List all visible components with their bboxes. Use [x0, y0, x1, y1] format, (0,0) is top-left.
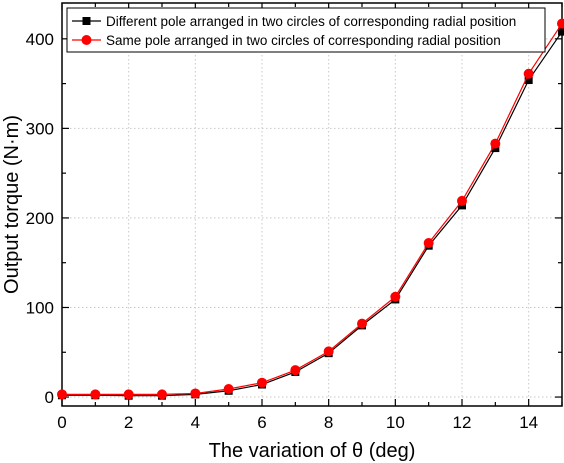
legend-marker-square [82, 17, 91, 25]
data-point-square [524, 76, 533, 85]
axes [61, 2, 563, 407]
legend-marker-circle [81, 35, 92, 45]
data-point-circle [390, 291, 401, 302]
x-tick-label: 2 [124, 413, 133, 432]
plot-frame [61, 2, 563, 407]
x-tick-label: 8 [324, 413, 333, 432]
x-tick-label: 10 [386, 413, 405, 432]
tick-labels: 0 2 4 6 8 10 12 14 0 100 200 300 400 [26, 30, 539, 432]
data-point-circle [457, 195, 467, 206]
grid-lines [61, 3, 562, 406]
data-point-circle [557, 18, 564, 29]
data-point-circle [357, 318, 367, 329]
data-point-circle [123, 389, 134, 400]
data-point-circle [223, 383, 234, 394]
legend-label: Same pole arranged in two circles of cor… [106, 33, 501, 48]
y-axis-label: Output torque (N·m) [1, 115, 23, 294]
data-series [57, 18, 564, 400]
x-tick-label: 6 [257, 413, 266, 432]
legend-label: Different pole arranged in two circles o… [106, 14, 516, 29]
data-point-circle [90, 389, 101, 400]
data-point-circle [323, 346, 334, 357]
data-point-circle [257, 377, 267, 388]
y-tick-label: 200 [26, 209, 54, 228]
data-point-circle [423, 238, 434, 249]
data-point-circle [57, 389, 67, 400]
legend: Different pole arranged in two circles o… [66, 7, 546, 53]
y-tick-label: 100 [26, 298, 54, 317]
x-axis-label: The variation of θ (deg) [209, 440, 416, 462]
series-line-2 [62, 23, 563, 395]
x-tick-label: 0 [57, 413, 66, 432]
data-point-circle [157, 389, 167, 400]
data-point-circle [523, 68, 534, 79]
y-tick-label: 300 [26, 119, 54, 138]
x-tick-label: 4 [191, 413, 200, 432]
data-point-circle [490, 138, 501, 149]
legend-box [66, 7, 546, 53]
data-point-circle [290, 365, 301, 376]
y-tick-label: 0 [45, 388, 54, 407]
series-line-1 [62, 31, 563, 397]
data-point-circle [190, 388, 201, 399]
x-tick-label: 14 [519, 413, 538, 432]
x-tick-label: 12 [453, 413, 472, 432]
y-tick-label: 400 [26, 30, 54, 49]
data-point-square [558, 27, 564, 36]
